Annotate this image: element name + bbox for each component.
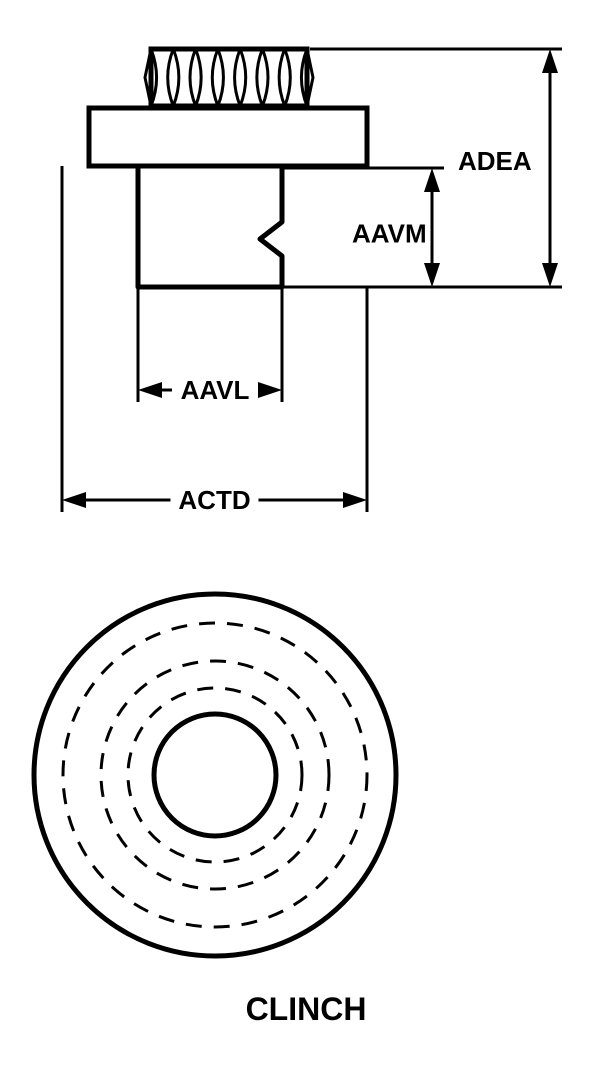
clinch-diagram: AAVL ACTD ADEA AAVM CLINCH [0, 0, 613, 1074]
diagram-title: CLINCH [246, 991, 367, 1027]
label-actd: ACTD [178, 485, 250, 515]
top-view [34, 594, 396, 956]
label-aavl: AAVL [181, 375, 250, 405]
label-adea: ADEA [458, 146, 532, 176]
label-aavm: AAVM [352, 219, 427, 249]
